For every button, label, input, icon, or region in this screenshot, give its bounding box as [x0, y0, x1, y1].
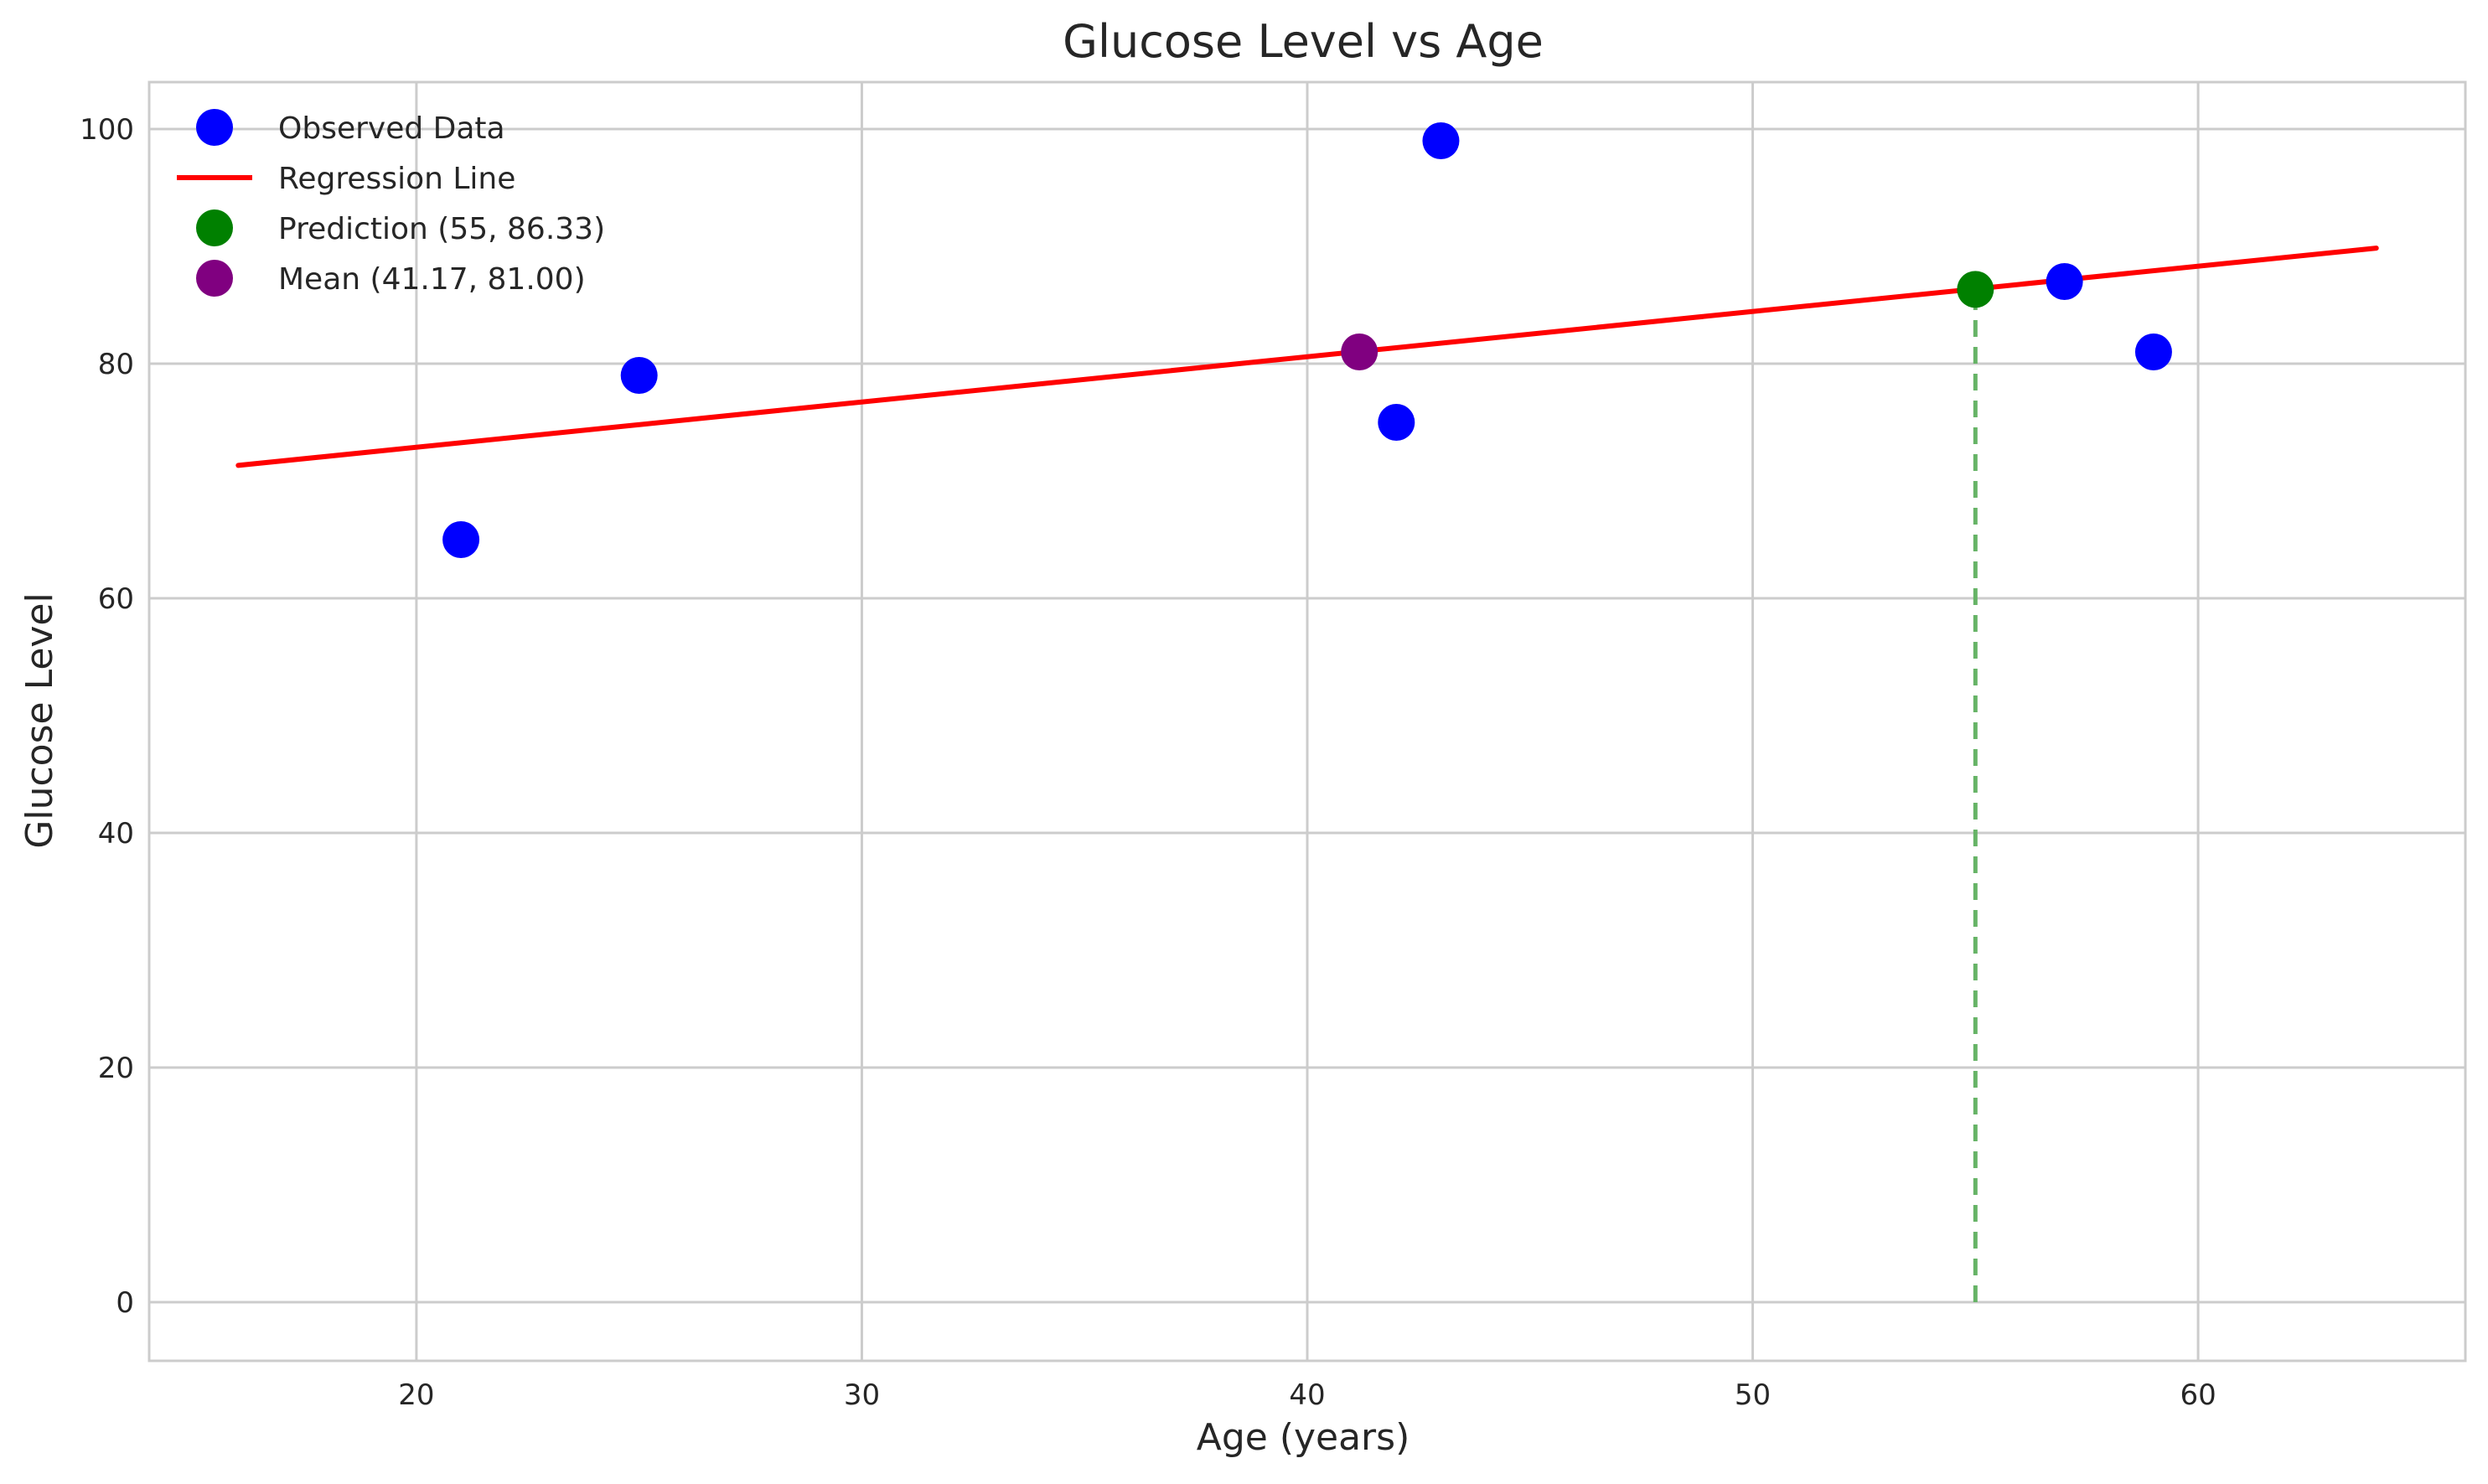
observed-point [1422, 122, 1460, 159]
x-axis-label: Age (years) [1197, 1416, 1410, 1459]
legend-label: Prediction (55, 86.33) [278, 212, 605, 246]
plot-frame [147, 80, 2467, 1362]
y-tick-label: 20 [98, 1052, 134, 1085]
legend-label: Regression Line [278, 162, 515, 196]
legend-label: Mean (41.17, 81.00) [278, 262, 586, 297]
observed-point [620, 357, 658, 394]
mean-point [1341, 334, 1378, 370]
legend-swatch-marker [196, 109, 233, 146]
legend-swatch-marker [196, 260, 233, 297]
y-tick-label: 40 [98, 817, 134, 851]
y-axis-label: Glucose Level [18, 592, 61, 848]
observed-point [2046, 263, 2083, 300]
observed-point [1378, 404, 1415, 441]
x-tick-label: 30 [844, 1378, 880, 1412]
x-tick-label: 60 [2180, 1378, 2216, 1412]
legend-label: Observed Data [278, 111, 505, 146]
y-tick-label: 80 [98, 348, 134, 381]
y-tick-label: 60 [98, 582, 134, 616]
y-tick-label: 100 [80, 113, 134, 147]
legend-swatch-marker [196, 209, 233, 246]
prediction-point [1957, 271, 1994, 308]
chart-title: Glucose Level vs Age [1063, 15, 1544, 68]
series-layer [235, 122, 2379, 1302]
legend: Observed Data Regression Line Prediction (… [177, 109, 605, 297]
observed-point [442, 521, 480, 558]
y-tick-label: 0 [116, 1286, 134, 1320]
grid-layer [149, 82, 2465, 1361]
ticks-layer: 20 30 40 50 60 0 20 40 60 80 100 [80, 113, 2216, 1412]
x-tick-label: 50 [1735, 1378, 1771, 1412]
x-tick-label: 40 [1289, 1378, 1325, 1412]
x-tick-label: 20 [398, 1378, 434, 1412]
observed-point [2134, 334, 2172, 370]
regression-line [235, 246, 2379, 468]
